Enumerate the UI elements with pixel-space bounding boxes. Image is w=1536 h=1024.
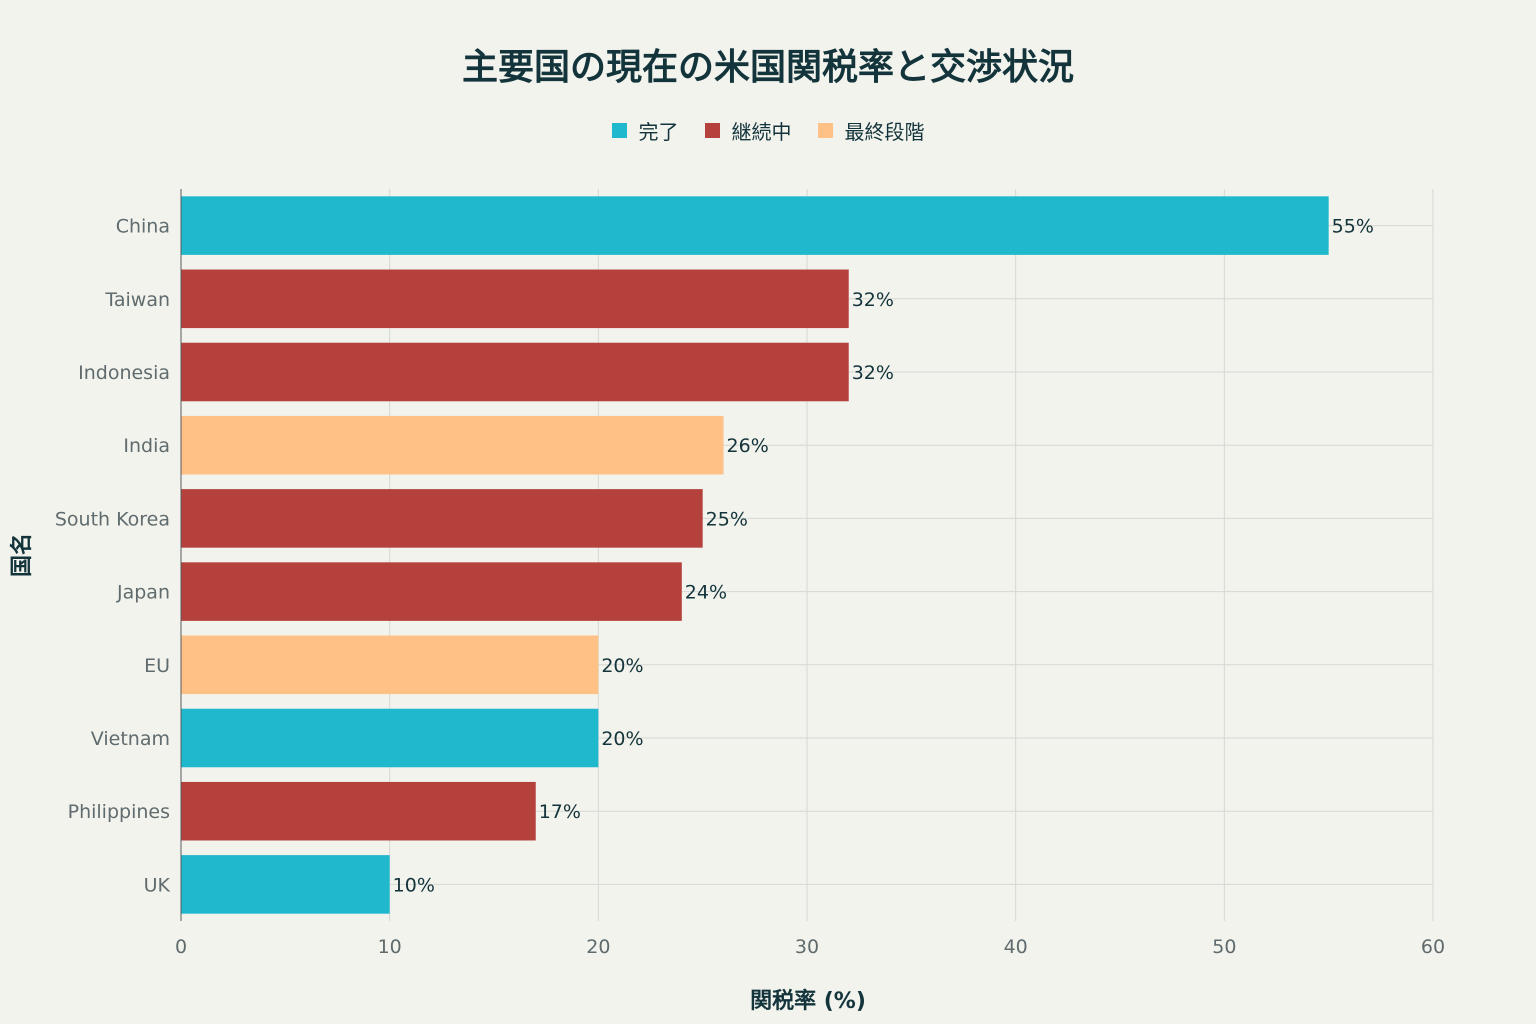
x-axis-title: 関税率 (%)	[750, 989, 866, 1014]
bar[interactable]	[181, 342, 849, 402]
data-label: 24%	[685, 582, 727, 604]
bar[interactable]	[181, 635, 599, 695]
legend-swatch-ongoing	[704, 123, 720, 138]
legend-item-completed[interactable]: 完了	[611, 116, 679, 145]
bar[interactable]	[181, 562, 682, 621]
y-tick-label: Taiwan	[104, 289, 170, 311]
bar[interactable]	[181, 196, 1329, 255]
legend-label-completed: 完了	[638, 120, 679, 144]
legend-label-final-stage: 最終段階	[844, 120, 925, 144]
bar[interactable]	[181, 269, 849, 329]
bar[interactable]	[181, 781, 536, 841]
y-tick-label: Vietnam	[91, 728, 170, 750]
y-tick-label: Philippines	[68, 801, 170, 823]
bar[interactable]	[181, 489, 703, 548]
x-tick-label: 50	[1212, 936, 1236, 958]
y-tick-label: Japan	[116, 582, 170, 604]
legend-swatch-final-stage	[817, 123, 833, 138]
data-label: 26%	[727, 435, 769, 457]
x-tick-label: 60	[1421, 936, 1445, 958]
data-label: 25%	[706, 508, 748, 530]
data-label: 10%	[393, 874, 435, 896]
x-tick-label: 20	[586, 936, 610, 958]
data-label: 32%	[852, 362, 894, 384]
y-tick-label: EU	[144, 655, 170, 677]
y-tick-label: UK	[144, 874, 171, 896]
data-label: 20%	[601, 728, 643, 750]
y-tick-label: China	[116, 216, 170, 238]
y-tick-label: India	[123, 435, 170, 457]
y-tick-label: Indonesia	[78, 362, 170, 384]
bar[interactable]	[181, 708, 599, 768]
legend-item-ongoing[interactable]: 継続中	[704, 116, 792, 145]
data-label: 32%	[852, 289, 894, 311]
legend: 完了 継続中 最終段階	[0, 116, 1536, 145]
legend-item-final-stage[interactable]: 最終段階	[817, 116, 925, 145]
y-tick-label: South Korea	[55, 508, 170, 530]
chart-title: 主要国の現在の米国関税率と交渉状況	[461, 47, 1074, 88]
x-tick-label: 40	[1004, 936, 1028, 958]
data-label: 55%	[1332, 216, 1374, 238]
data-label: 17%	[539, 801, 581, 823]
x-tick-label: 0	[175, 936, 187, 958]
bar[interactable]	[181, 855, 390, 914]
bar[interactable]	[181, 415, 724, 475]
x-tick-label: 10	[378, 936, 402, 958]
data-label: 20%	[601, 655, 643, 677]
x-tick-label: 30	[795, 936, 819, 958]
legend-swatch-completed	[611, 123, 627, 138]
legend-label-ongoing: 継続中	[731, 120, 792, 144]
